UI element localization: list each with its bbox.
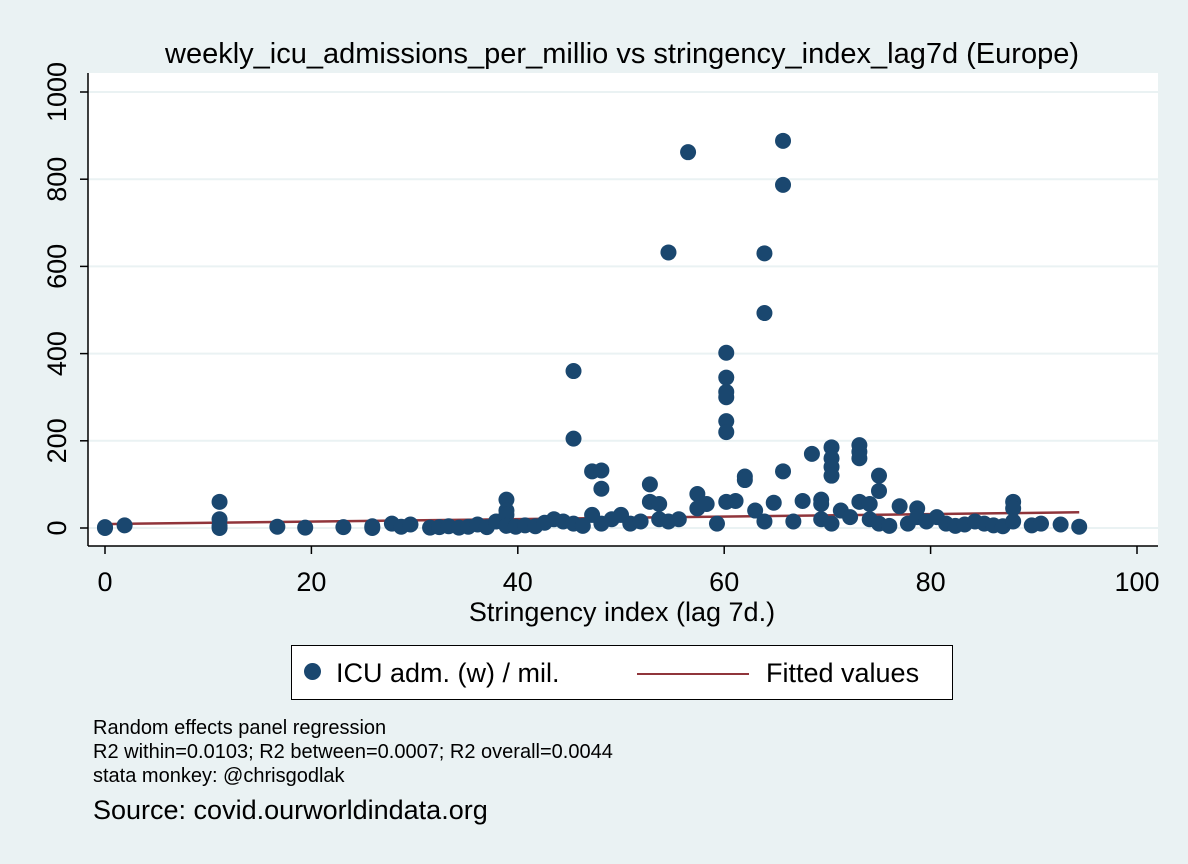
scatter-point: [803, 445, 820, 462]
scatter-point: [1052, 516, 1069, 533]
note-line: Random effects panel regression: [93, 717, 387, 739]
scatter-point: [881, 517, 898, 534]
scatter-point: [775, 176, 792, 193]
scatter-point: [335, 519, 352, 536]
x-tick-label: 20: [296, 567, 326, 597]
scatter-point: [765, 494, 782, 511]
note-line: R2 within=0.0103; R2 between=0.0007; R2 …: [93, 741, 613, 763]
plot-area: [88, 73, 1158, 546]
note-line: stata monkey: @chrisgodlak: [93, 765, 345, 787]
y-tick-label: 200: [42, 418, 72, 463]
scatter-point: [718, 344, 735, 361]
scatter-point: [736, 472, 753, 489]
scatter-point: [718, 369, 735, 386]
scatter-point: [297, 519, 314, 536]
scatter-point: [1071, 518, 1088, 535]
scatter-point: [775, 132, 792, 149]
scatter-point: [593, 462, 610, 479]
chart-title: weekly_icu_admissions_per_millio vs stri…: [164, 38, 1079, 70]
gridlines: [88, 91, 1158, 529]
scatter-point: [364, 520, 381, 536]
scatter-point: [211, 493, 228, 510]
y-tick-label: 400: [42, 331, 72, 376]
x-tick-label: 0: [97, 567, 112, 597]
scatter-point: [574, 517, 591, 534]
scatter-point: [1005, 500, 1022, 517]
scatter-point: [680, 144, 697, 161]
y-tick-label: 800: [42, 157, 72, 202]
scatter-point: [775, 463, 792, 480]
scatter-point: [269, 518, 286, 535]
legend-label-scatter: ICU adm. (w) / mil.: [336, 658, 560, 688]
scatter-point: [842, 509, 859, 526]
x-tick-label: 80: [916, 567, 946, 597]
scatter-point: [871, 467, 887, 484]
x-axis-label: Stringency index (lag 7d.): [469, 597, 775, 627]
legend-label-fit: Fitted values: [766, 658, 920, 688]
scatter-point: [593, 480, 610, 497]
scatter-point: [823, 515, 840, 532]
scatter-point: [727, 492, 744, 509]
x-tick-label: 100: [1114, 567, 1159, 597]
scatter-point: [708, 515, 725, 532]
scatter-point: [718, 424, 735, 441]
scatter-point: [211, 520, 228, 536]
scatter-point: [565, 363, 582, 380]
scatter-point: [823, 467, 840, 484]
chart-notes: Random effects panel regression R2 withi…: [93, 716, 613, 788]
scatter-point: [756, 305, 773, 322]
scatter-point: [670, 511, 687, 528]
legend-marker-scatter: [304, 663, 321, 680]
scatter-point: [97, 520, 113, 536]
y-tick-label: 600: [42, 244, 72, 289]
scatter-point: [871, 482, 887, 499]
scatter-point: [747, 502, 764, 519]
scatter-point: [660, 244, 677, 261]
scatter-point: [718, 389, 735, 406]
legend: ICU adm. (w) / mil. Fitted values: [291, 645, 953, 700]
scatter-point: [402, 516, 419, 533]
scatter-point: [891, 498, 908, 515]
scatter-point: [565, 430, 582, 447]
source-caption: Source: covid.ourworldindata.org: [93, 795, 488, 825]
scatter-point: [756, 245, 773, 262]
scatter-points: [97, 132, 1088, 536]
legend-marker-fit: [637, 673, 749, 675]
scatter-point: [689, 485, 706, 502]
y-tick-label: 0: [42, 520, 72, 535]
scatter-point: [756, 513, 773, 530]
scatter-point: [632, 513, 649, 530]
scatter-point: [116, 517, 133, 534]
y-axis-ticks: 0 200 400 600 800 1000: [42, 62, 88, 536]
scatter-point: [1005, 513, 1022, 530]
x-tick-label: 60: [709, 567, 739, 597]
scatter-point: [813, 496, 830, 513]
scatter-point: [861, 496, 878, 513]
x-tick-label: 40: [503, 567, 533, 597]
scatter-point: [851, 450, 868, 467]
x-axis-ticks: 0 20 40 60 80 100: [97, 546, 1160, 597]
y-tick-label: 1000: [42, 62, 72, 122]
scatter-point: [1033, 515, 1050, 532]
scatter-point: [794, 492, 811, 509]
scatter-point: [641, 476, 658, 493]
scatter-point: [651, 496, 668, 513]
scatter-point: [698, 496, 715, 513]
scatter-point: [785, 513, 802, 530]
